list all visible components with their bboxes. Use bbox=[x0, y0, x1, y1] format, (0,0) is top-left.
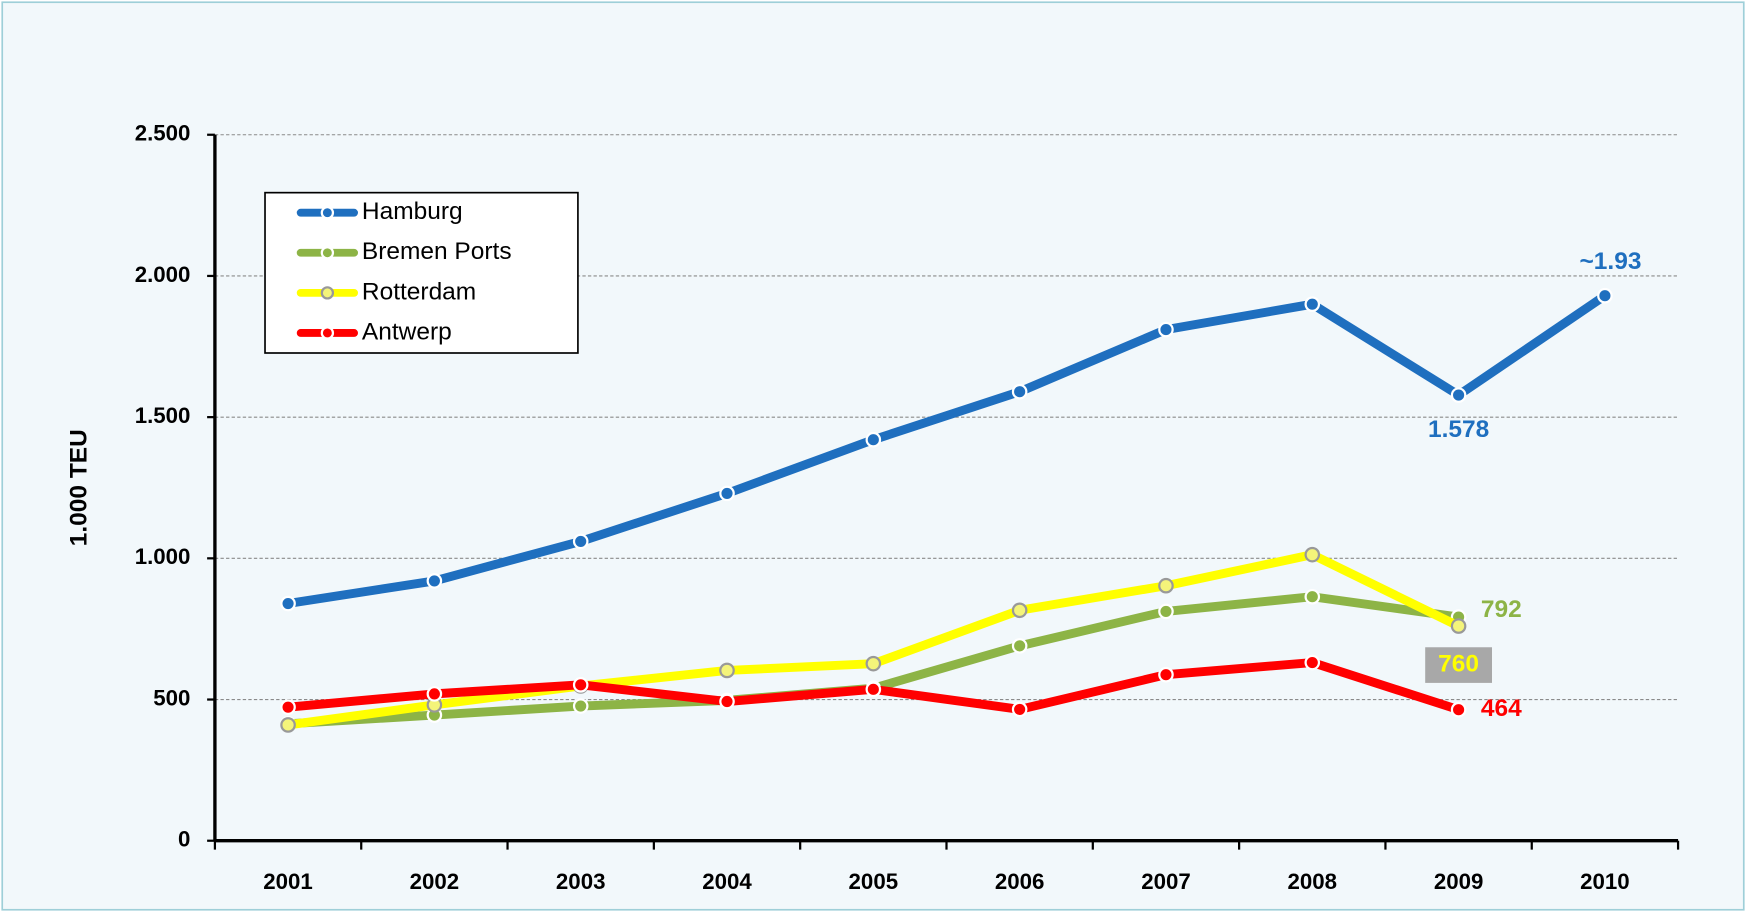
y-tick-label: 2.000 bbox=[135, 262, 191, 287]
series-line bbox=[283, 291, 1610, 608]
data-label: 792 bbox=[1481, 596, 1522, 623]
x-tick-label: 2004 bbox=[702, 869, 752, 894]
data-point bbox=[1158, 603, 1174, 620]
data-point bbox=[426, 686, 443, 702]
data-label: 1.578 bbox=[1428, 416, 1489, 443]
y-tick-label: 500 bbox=[153, 685, 190, 710]
data-point bbox=[1158, 666, 1174, 683]
label-box bbox=[1425, 647, 1493, 683]
data-point bbox=[1011, 383, 1028, 400]
legend-marker bbox=[320, 286, 335, 300]
x-tick-label: 2003 bbox=[556, 869, 606, 894]
legend-label: Bremen Ports bbox=[362, 238, 512, 265]
data-point bbox=[865, 431, 882, 448]
data-point bbox=[280, 595, 296, 612]
x-tick-label: 2007 bbox=[1141, 869, 1191, 894]
y-axis-label: 1.000 TEU bbox=[66, 429, 93, 546]
x-tick-label: 2010 bbox=[1580, 869, 1630, 894]
legend-label: Rotterdam bbox=[362, 278, 476, 305]
data-point bbox=[865, 681, 882, 698]
data-point bbox=[1304, 654, 1321, 671]
data-point bbox=[1304, 296, 1321, 312]
data-point bbox=[1450, 701, 1467, 718]
data-point bbox=[1304, 546, 1321, 563]
x-tick-label: 2002 bbox=[410, 869, 460, 894]
data-point bbox=[1158, 577, 1174, 594]
data-label: 464 bbox=[1481, 695, 1522, 722]
data-point bbox=[719, 485, 735, 502]
y-tick-label: 1.000 bbox=[135, 544, 191, 569]
x-tick-label: 2005 bbox=[849, 869, 899, 894]
data-point bbox=[1158, 321, 1174, 338]
y-tick-label: 2.500 bbox=[135, 121, 191, 146]
y-tick-label: 0 bbox=[178, 827, 190, 852]
data-point bbox=[572, 677, 589, 693]
data-point bbox=[280, 717, 296, 733]
data-point bbox=[719, 662, 735, 679]
legend-box bbox=[264, 191, 579, 354]
legend-marker bbox=[320, 246, 335, 260]
data-point bbox=[280, 699, 296, 715]
data-label: ~1.93 bbox=[1580, 248, 1642, 275]
data-point bbox=[719, 693, 735, 710]
data-point bbox=[1011, 602, 1028, 619]
legend-marker bbox=[320, 326, 335, 340]
legend-label: Hamburg bbox=[362, 198, 463, 225]
x-tick-label: 2006 bbox=[995, 869, 1045, 894]
data-point bbox=[1011, 638, 1028, 654]
legend-label: Antwerp bbox=[362, 318, 452, 345]
data-point bbox=[1011, 701, 1028, 718]
data-point bbox=[865, 655, 882, 672]
x-tick-label: 2008 bbox=[1288, 869, 1338, 894]
data-point bbox=[426, 573, 443, 589]
data-point bbox=[1304, 588, 1321, 605]
y-tick-label: 1.500 bbox=[135, 403, 191, 428]
data-point bbox=[1450, 618, 1467, 634]
data-point bbox=[1597, 287, 1613, 304]
x-tick-label: 2001 bbox=[263, 869, 313, 894]
x-tick-label: 2009 bbox=[1434, 869, 1484, 894]
data-point bbox=[1450, 387, 1467, 403]
data-label: 760 bbox=[1438, 651, 1479, 678]
data-point bbox=[572, 698, 589, 714]
legend-marker bbox=[320, 206, 335, 220]
data-point bbox=[572, 533, 589, 550]
